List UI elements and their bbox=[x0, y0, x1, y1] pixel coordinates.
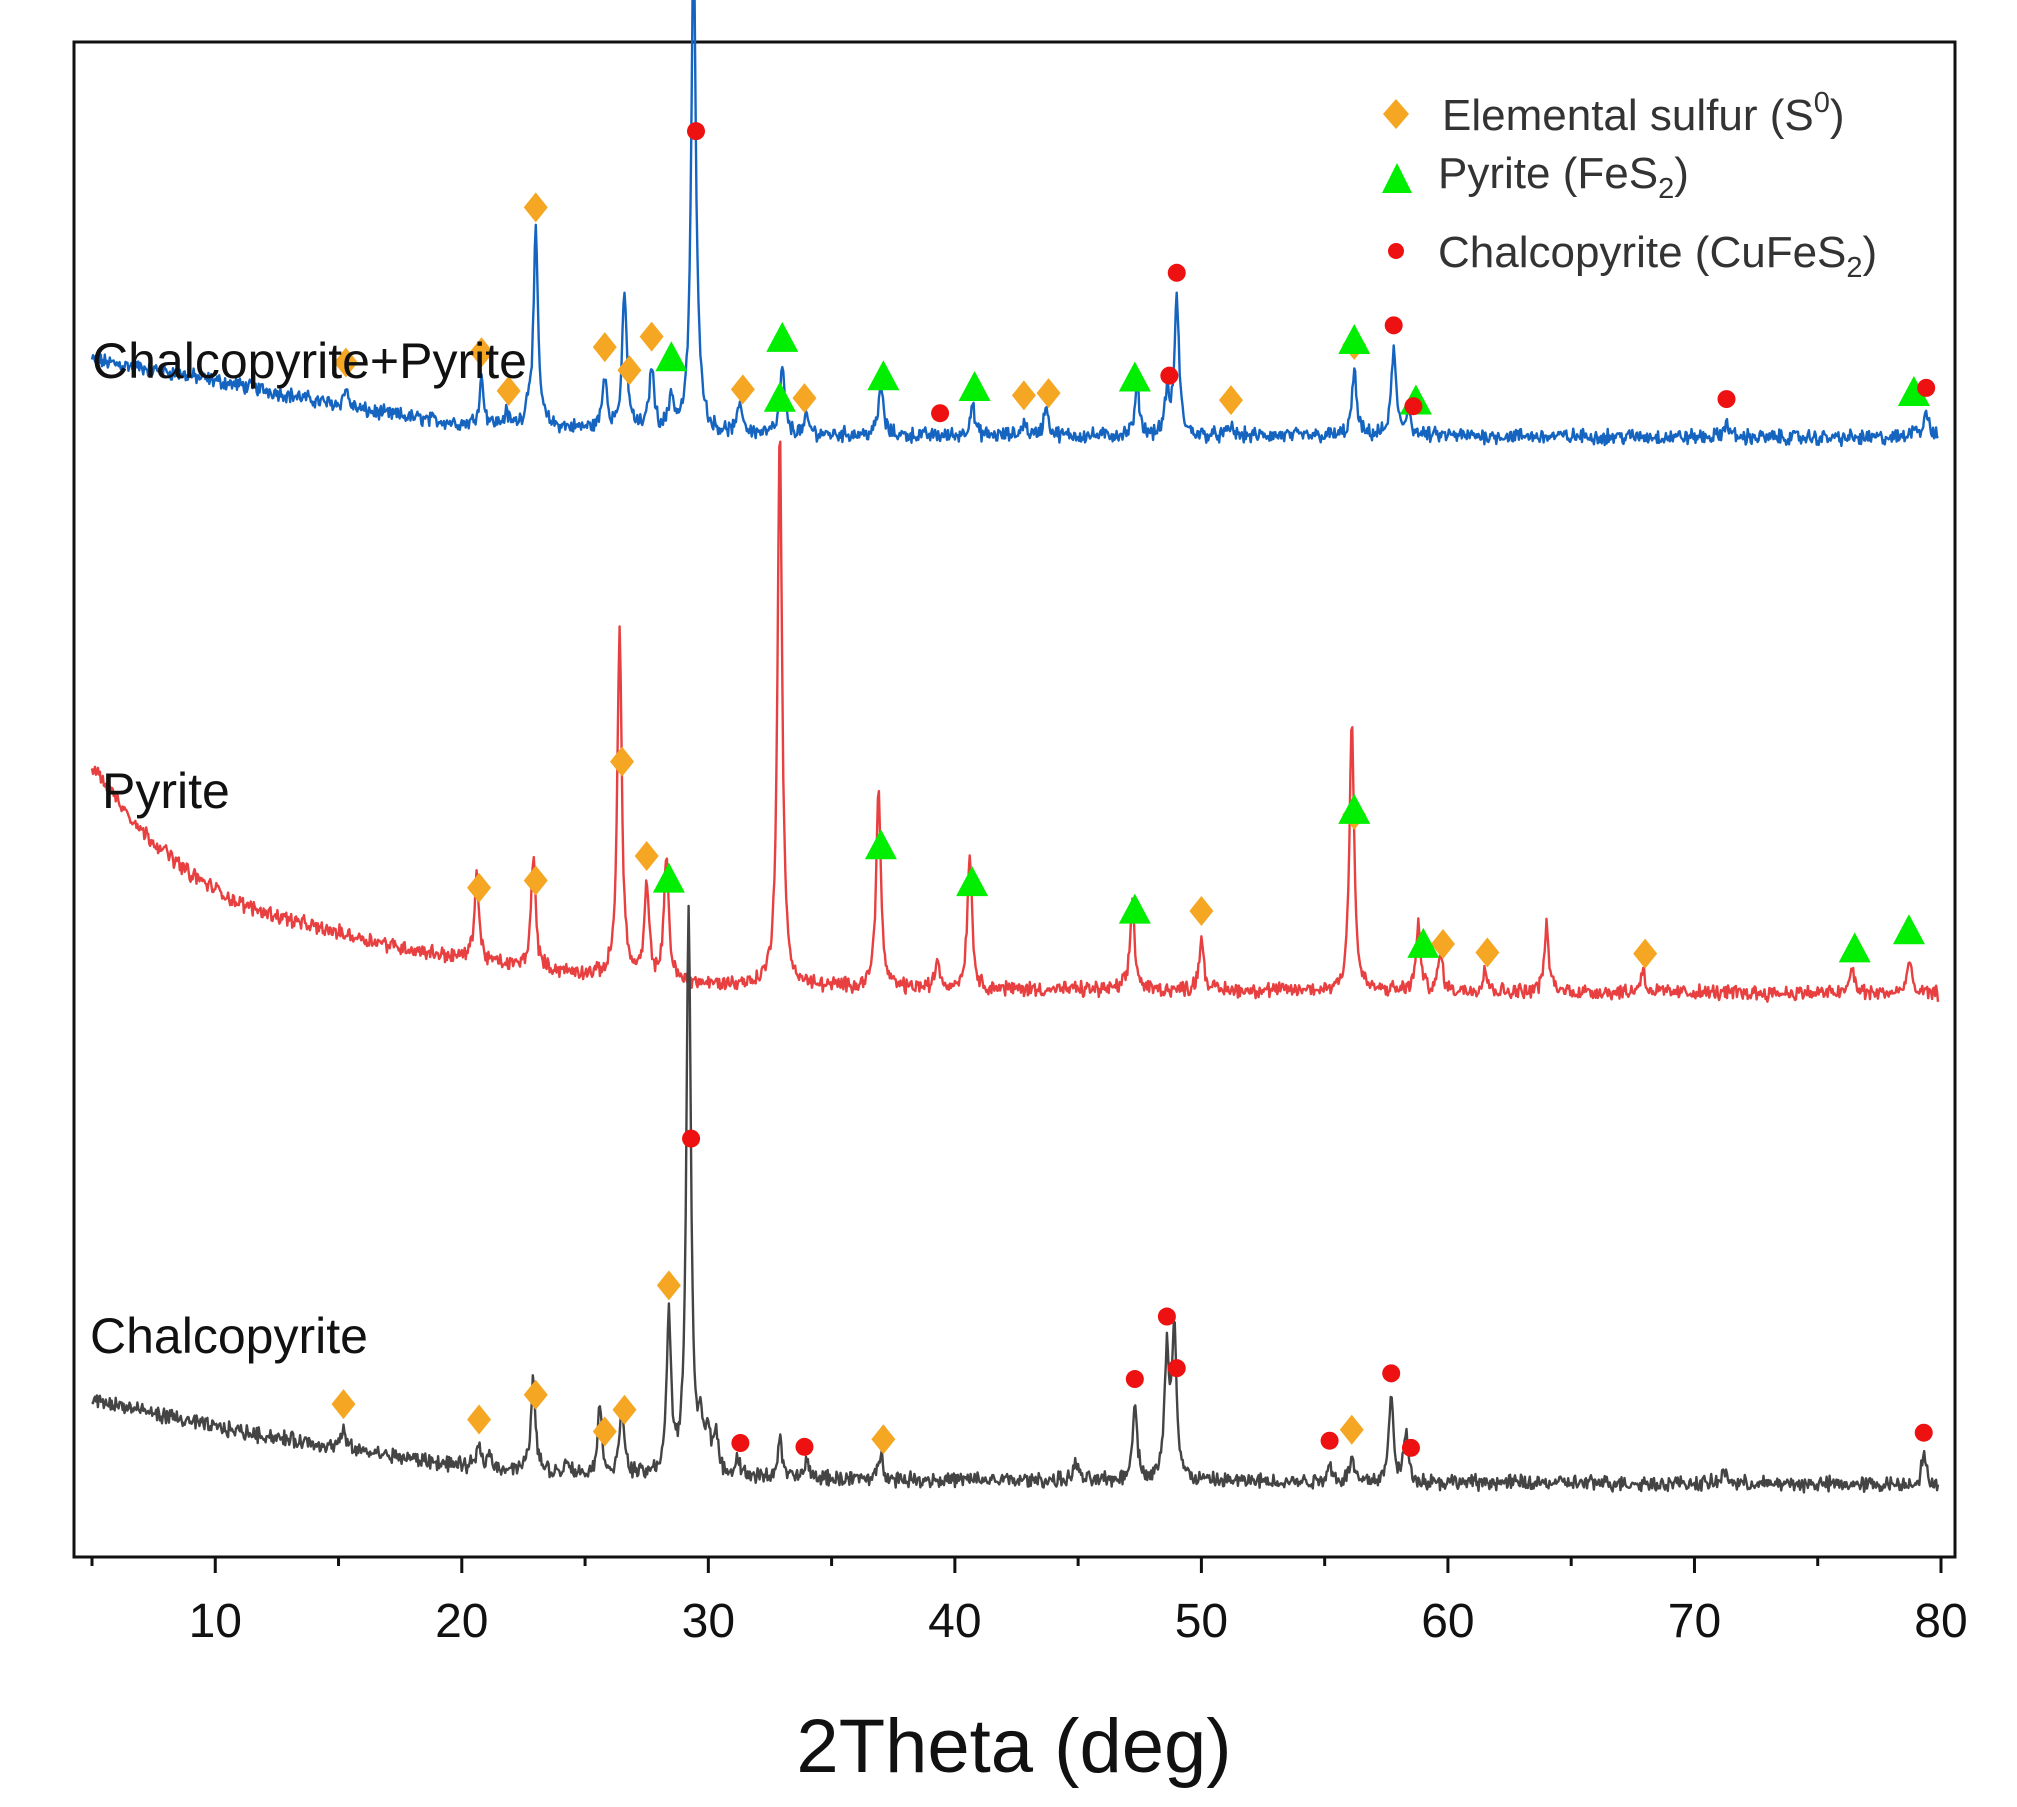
circle-marker bbox=[1160, 366, 1179, 385]
diamond-marker bbox=[496, 375, 521, 406]
series-line-chalcopyrite bbox=[91, 904, 1940, 1494]
diamond-marker bbox=[1339, 1414, 1364, 1445]
circle-marker bbox=[1384, 316, 1403, 335]
series-label-chalcopyrite: Chalcopyrite bbox=[90, 1308, 368, 1364]
series-label-chalcopyrite-pyrite: Chalcopyrite+Pyrite bbox=[92, 333, 527, 389]
triangle-marker bbox=[1892, 914, 1925, 945]
triangle-marker bbox=[1118, 361, 1151, 392]
circle-marker bbox=[1167, 263, 1186, 282]
circle-marker bbox=[1320, 1431, 1339, 1450]
diamond-marker bbox=[610, 746, 635, 777]
legend-label-chalcopyrite: Chalcopyrite (CuFeS2) bbox=[1438, 228, 1877, 284]
triangle-icon bbox=[1382, 163, 1412, 193]
x-tick-label: 40 bbox=[928, 1595, 981, 1648]
diamond-marker bbox=[467, 872, 492, 903]
x-tick-label: 30 bbox=[682, 1595, 735, 1648]
legend-label-elemental-sulfur: Elemental sulfur (S0) bbox=[1442, 87, 1845, 140]
x-axis-title: 2Theta (deg) bbox=[796, 1704, 1231, 1789]
diamond-marker bbox=[333, 347, 358, 378]
diamond-marker bbox=[1431, 929, 1456, 960]
legend: Elemental sulfur (S0) Pyrite (FeS2) Chal… bbox=[1382, 87, 1877, 284]
x-tick-label: 60 bbox=[1421, 1595, 1474, 1648]
circle-marker bbox=[1404, 397, 1423, 416]
circle-marker bbox=[1717, 390, 1736, 409]
triangle-marker bbox=[864, 829, 897, 860]
circle-marker bbox=[1917, 378, 1936, 397]
diamond-marker bbox=[1475, 937, 1500, 968]
diamond-marker bbox=[730, 374, 755, 405]
diamond-marker bbox=[1633, 938, 1658, 969]
triangle-marker bbox=[958, 370, 991, 401]
diamond-marker bbox=[469, 337, 494, 368]
series-label-pyrite: Pyrite bbox=[102, 763, 230, 819]
circle-marker bbox=[687, 122, 706, 141]
triangle-marker bbox=[1838, 932, 1871, 963]
series-line-chalcopyrite-pyrite bbox=[90, 0, 1939, 448]
diamond-marker bbox=[467, 1404, 492, 1435]
diamond-marker bbox=[1189, 896, 1214, 927]
circle-marker bbox=[1914, 1423, 1933, 1442]
circle-marker bbox=[682, 1129, 701, 1148]
diamond-marker bbox=[523, 1379, 548, 1410]
x-tick-label: 80 bbox=[1914, 1595, 1967, 1648]
circle-marker bbox=[731, 1434, 750, 1453]
circle-marker bbox=[1157, 1307, 1176, 1326]
triangle-marker bbox=[1897, 375, 1930, 406]
diamond-marker bbox=[871, 1424, 896, 1455]
diamond-marker bbox=[1036, 378, 1061, 409]
diamond-marker bbox=[639, 321, 664, 352]
diamond-marker bbox=[656, 1270, 681, 1301]
diamond-marker bbox=[612, 1394, 637, 1425]
triangle-marker bbox=[763, 381, 796, 412]
diamond-icon bbox=[1383, 99, 1409, 129]
triangle-marker bbox=[766, 321, 799, 352]
x-tick-label: 50 bbox=[1175, 1595, 1228, 1648]
diamond-marker bbox=[792, 383, 817, 414]
triangle-marker bbox=[1118, 893, 1151, 924]
diamond-marker bbox=[592, 332, 617, 363]
legend-entry-elemental-sulfur: Elemental sulfur (S0) bbox=[1383, 87, 1845, 140]
diamond-marker bbox=[592, 1416, 617, 1447]
triangle-marker bbox=[1407, 927, 1440, 958]
circle-marker bbox=[795, 1437, 814, 1456]
diamond-marker bbox=[1011, 380, 1036, 411]
triangle-marker bbox=[956, 866, 989, 897]
triangle-marker bbox=[1338, 323, 1371, 354]
circle-marker bbox=[1167, 1359, 1186, 1378]
diamond-marker bbox=[331, 1389, 356, 1420]
legend-label-pyrite: Pyrite (FeS2) bbox=[1438, 149, 1689, 205]
diamond-marker bbox=[1218, 385, 1243, 416]
triangle-marker bbox=[1338, 793, 1371, 824]
diamond-marker bbox=[617, 355, 642, 386]
diamond-marker bbox=[634, 841, 659, 872]
triangle-marker bbox=[652, 862, 685, 893]
circle-marker bbox=[1382, 1364, 1401, 1383]
circle-marker bbox=[1401, 1438, 1420, 1457]
circle-marker bbox=[931, 404, 950, 423]
circle-marker bbox=[1125, 1370, 1144, 1389]
series-line-pyrite bbox=[90, 440, 1940, 1003]
x-tick-label: 70 bbox=[1668, 1595, 1721, 1648]
x-tick-label: 10 bbox=[189, 1595, 242, 1648]
triangle-marker bbox=[655, 341, 688, 372]
circle-icon bbox=[1388, 243, 1404, 259]
legend-entry-pyrite: Pyrite (FeS2) bbox=[1382, 149, 1689, 205]
triangle-marker bbox=[867, 360, 900, 391]
diamond-marker bbox=[523, 865, 548, 896]
diamond-marker bbox=[523, 192, 548, 223]
plot-frame bbox=[72, 40, 1957, 1559]
legend-entry-chalcopyrite: Chalcopyrite (CuFeS2) bbox=[1388, 228, 1877, 284]
x-tick-label: 20 bbox=[435, 1595, 488, 1648]
